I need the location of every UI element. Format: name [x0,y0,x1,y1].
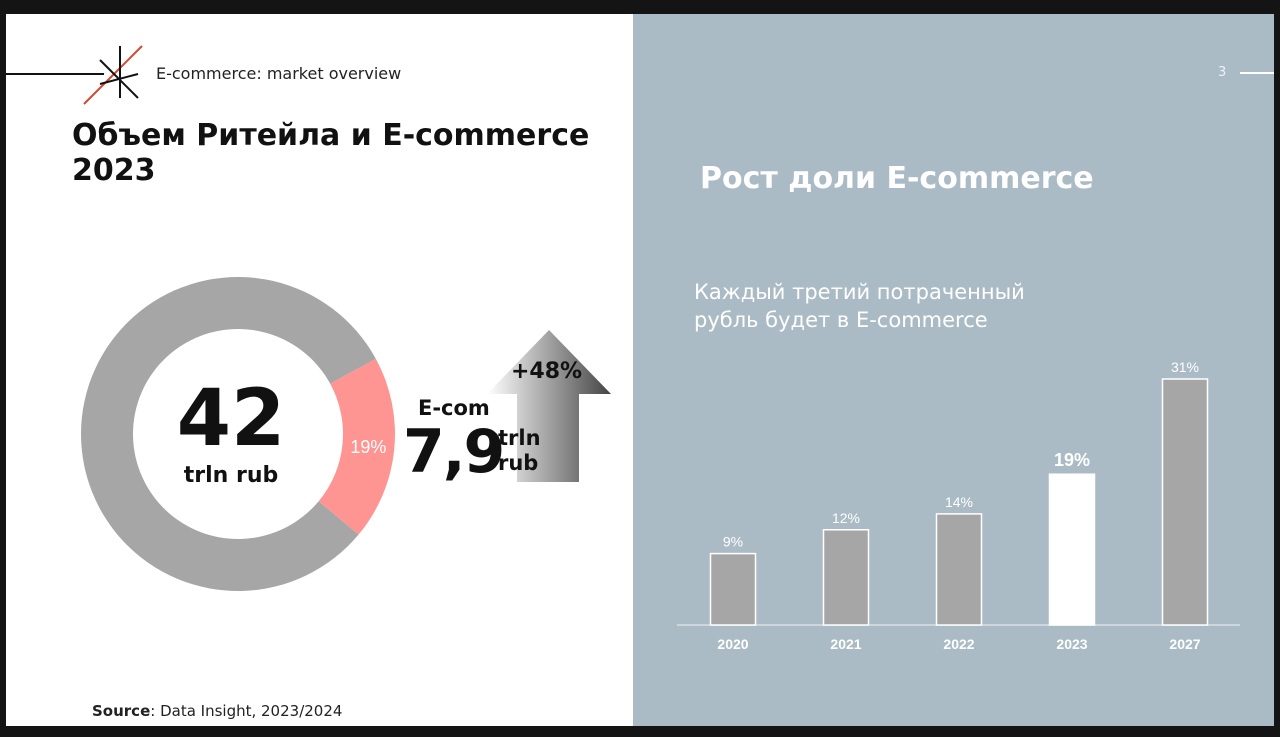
asterisk-logo-icon [83,45,143,105]
ecommerce-share-bar-chart: 9% 2020 12% 2021 14% 2022 19% 2023 31% 2027 [677,359,1240,652]
growth-arrow-icon [487,330,611,482]
bar-value-label-2020: 9% [723,534,743,550]
bar-value-label-2023: 19% [1054,450,1090,470]
bar-value-label-2021: 12% [832,510,860,526]
ecom-value: 7,9 [403,417,505,487]
page-title: Объем Ритейла и E-commerce 2023 [72,118,590,188]
ecom-label: E-com [418,396,490,420]
slide: E-commerce: market overview Объем Ритейл… [6,14,1274,726]
bar-category-label-2027: 2027 [1169,636,1200,652]
retail-total-value: 42 [176,374,286,464]
bar-2021 [822,529,870,626]
page-number: 3 [1218,65,1227,80]
bar-category-label-2021: 2021 [830,636,861,652]
bar-value-label-2027: 31% [1171,359,1199,375]
left-panel: E-commerce: market overview Объем Ритейл… [6,14,633,726]
bar-category-label-2020: 2020 [717,636,748,652]
donut-slice-ecom [318,358,395,535]
header-subtitle: E-commerce: market overview [156,64,402,83]
source-note: Source: Data Insight, 2023/2024 [92,702,342,720]
page-number-line [1240,72,1274,74]
growth-label: +48% [511,359,583,384]
bar-2023 [1048,473,1096,626]
source-label: Source [92,702,151,720]
retail-total-unit: trln rub [183,463,279,488]
donut-slice-retail [81,276,376,591]
bar-2027 [1161,378,1209,626]
bar-category-label-2022: 2022 [943,636,974,652]
ecom-unit: trln rub [498,426,541,475]
retail-donut-chart: 19% [81,276,395,591]
bar-category-label-2023: 2023 [1056,636,1087,652]
right-subtitle: Каждый третий потраченный рубль будет в … [694,280,1025,332]
header-line [6,73,104,75]
source-text: : Data Insight, 2023/2024 [150,702,343,720]
right-title: Рост доли E-commerce [700,161,1094,196]
bar-value-label-2022: 14% [945,494,973,510]
donut-label-ecom-share: 19% [350,437,386,457]
bar-2020 [709,552,757,626]
bar-2022 [935,513,983,626]
